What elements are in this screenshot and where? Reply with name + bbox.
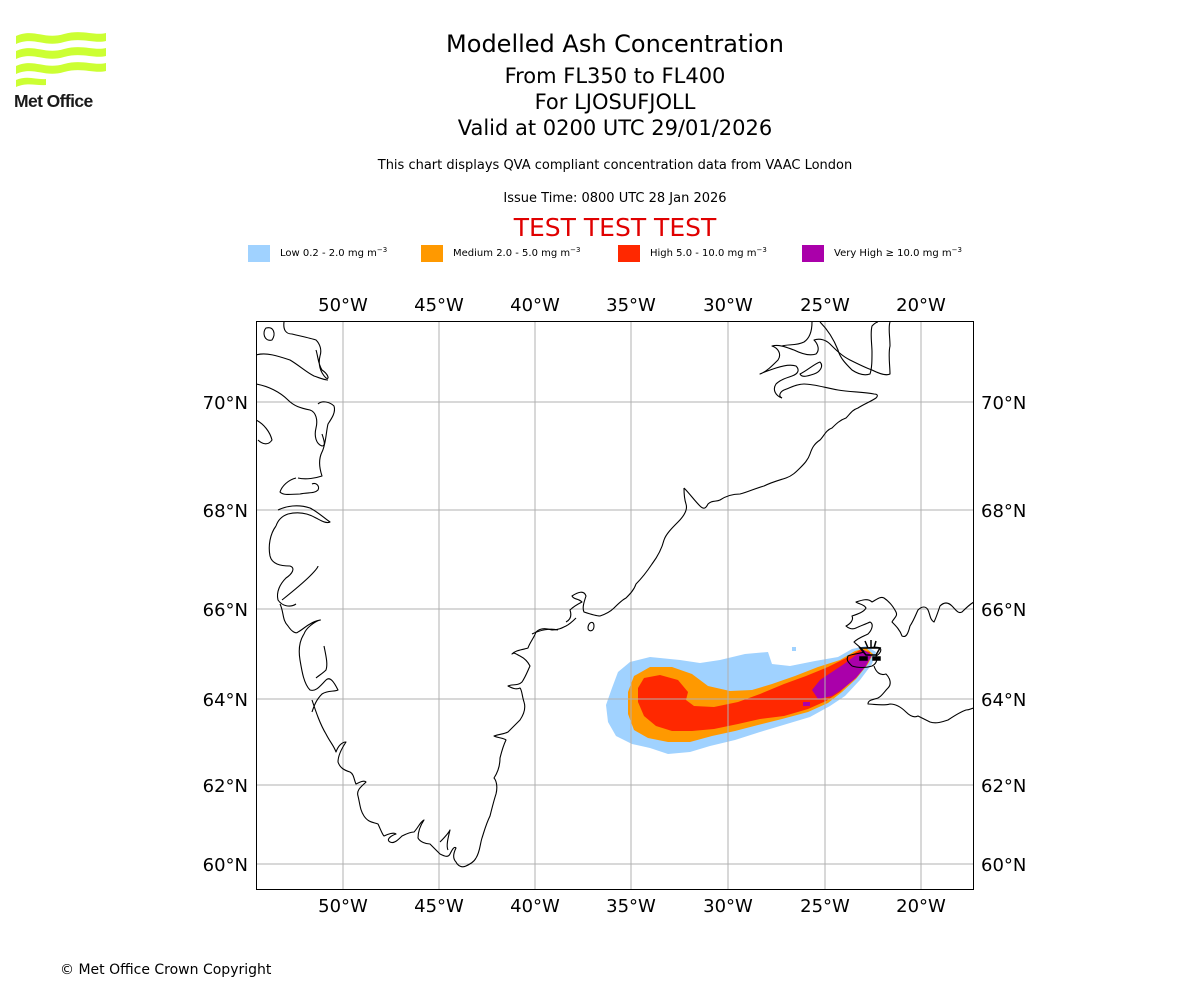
- plume-high: [638, 650, 870, 731]
- coastline-greenland-southwest: [311, 699, 477, 868]
- lon-tick-label-bottom: 25°W: [800, 896, 850, 917]
- plume-low-speck: [792, 647, 796, 651]
- lon-tick-label-bottom: 30°W: [703, 896, 753, 917]
- coastline-greenland-west: [297, 401, 336, 480]
- legend-swatch-low: [248, 245, 270, 262]
- lon-tick-label-bottom: 35°W: [606, 896, 656, 917]
- lon-tick-label-bottom: 40°W: [510, 896, 560, 917]
- legend-label-medium: Medium 2.0 - 5.0 mg m−3: [453, 246, 581, 259]
- coastline-iceland: [845, 596, 973, 667]
- coastline-greenland-west: [263, 327, 275, 341]
- ash-plume: [606, 646, 876, 754]
- map-frame: [256, 321, 974, 890]
- flight-level-range: From FL350 to FL400: [504, 64, 726, 88]
- coastline-greenland-east: [799, 361, 823, 377]
- coastline-greenland-east: [819, 322, 879, 376]
- plume-very-high: [812, 650, 872, 699]
- coastline-greenland-east: [781, 322, 813, 347]
- coastline-greenland-southwest: [439, 829, 451, 851]
- lat-tick-label-right: 64°N: [981, 690, 1026, 711]
- lon-tick-label-top: 40°W: [510, 295, 560, 316]
- lon-tick-label-bottom: 20°W: [896, 896, 946, 917]
- issue-time: Issue Time: 0800 UTC 28 Jan 2026: [503, 191, 727, 206]
- legend-swatch-very-high: [802, 245, 824, 262]
- legend-swatch-medium: [421, 245, 443, 262]
- lat-tick-label-right: 70°N: [981, 393, 1026, 414]
- lat-tick-label-right: 66°N: [981, 600, 1026, 621]
- lon-tick-label-bottom: 45°W: [414, 896, 464, 917]
- legend-swatch-high: [618, 245, 640, 262]
- test-banner: TEST TEST TEST: [513, 213, 717, 242]
- coastline-iceland: [851, 646, 882, 669]
- lat-tick-label-left: 70°N: [203, 393, 248, 414]
- lon-tick-label-top: 30°W: [703, 295, 753, 316]
- lon-tick-label-top: 35°W: [606, 295, 656, 316]
- logo-wordmark: Met Office: [14, 91, 93, 111]
- valid-time: Valid at 0200 UTC 29/01/2026: [457, 116, 773, 140]
- coastline-greenland-west: [283, 322, 329, 379]
- lat-tick-label-left: 66°N: [203, 600, 248, 621]
- lat-tick-label-left: 62°N: [203, 776, 248, 797]
- met-office-logo: Met Office: [14, 30, 108, 112]
- graticule: [257, 322, 973, 889]
- coastline-greenland-west: [257, 383, 325, 447]
- lon-tick-label-top: 45°W: [414, 295, 464, 316]
- met-office-waves-icon: [16, 32, 106, 87]
- chart-title: Modelled Ash Concentration: [446, 30, 784, 58]
- plume-very-high-speck: [803, 702, 810, 706]
- coastlines: [257, 322, 973, 868]
- coastline-greenland-west: [281, 565, 319, 601]
- lat-tick-label-right: 62°N: [981, 776, 1026, 797]
- lat-tick-label-left: 60°N: [203, 855, 248, 876]
- coastline-iceland: [867, 665, 973, 724]
- legend-label-very-high: Very High ≥ 10.0 mg m−3: [834, 246, 962, 259]
- lon-tick-label-top: 50°W: [318, 295, 368, 316]
- coastline-greenland-west: [279, 477, 320, 496]
- legend-label-low: Low 0.2 - 2.0 mg m−3: [280, 246, 388, 259]
- coastline-greenland-east: [759, 322, 891, 399]
- lon-tick-label-top: 25°W: [800, 295, 850, 316]
- coastline-greenland-west: [268, 525, 297, 607]
- volcano-icon: [858, 640, 882, 661]
- lat-tick-label-left: 64°N: [203, 690, 248, 711]
- axis-tick-labels: 50°W 50°W 45°W 45°W 40°W 40°W 35°W 35°W 30°W 30°W…: [203, 295, 1027, 917]
- legend-label-high: High 5.0 - 10.0 mg m−3: [650, 246, 767, 259]
- lat-tick-label-left: 68°N: [203, 501, 248, 522]
- volcano-name: For LJOSUFJOLL: [534, 90, 696, 114]
- lon-tick-label-top: 20°W: [896, 295, 946, 316]
- lat-tick-label-right: 68°N: [981, 501, 1026, 522]
- coastline-greenland-west: [257, 353, 329, 381]
- coastline-greenland-southeast: [475, 617, 577, 859]
- coastline-greenland-southeast: [683, 383, 878, 509]
- copyright-notice: © Met Office Crown Copyright: [60, 962, 272, 978]
- coastline-greenland-southwest: [315, 645, 328, 679]
- chart-description: This chart displays QVA compliant concen…: [377, 158, 853, 173]
- lat-tick-label-right: 60°N: [981, 855, 1026, 876]
- coastline-greenland-west: [275, 505, 331, 527]
- lon-tick-label-bottom: 50°W: [318, 896, 368, 917]
- coastline-greenland-southeast: [531, 487, 688, 635]
- coastline-greenland-west: [257, 419, 273, 445]
- coastline-greenland-southwest: [279, 603, 339, 713]
- coastline-greenland-southeast: [587, 621, 595, 632]
